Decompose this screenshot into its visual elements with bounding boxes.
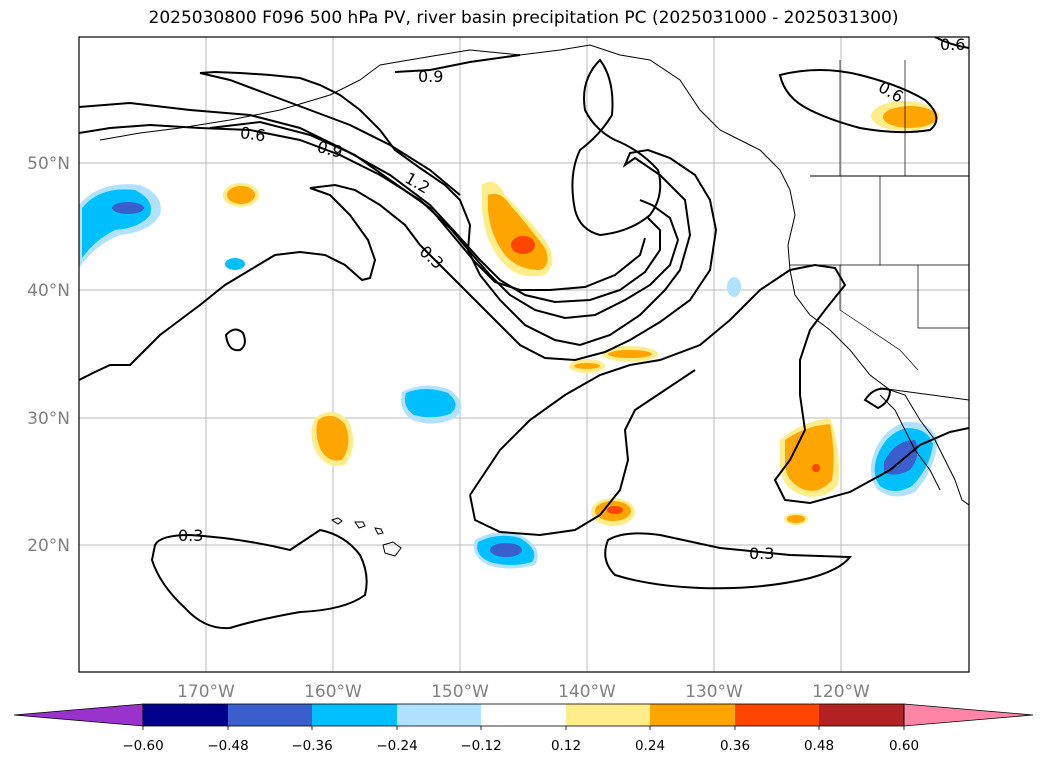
- colorbar: −0.60 −0.48 −0.36 −0.24 −0.12 0.12 0.24 …: [13, 703, 1034, 754]
- precip-blob-orange-g-core: [316, 415, 349, 461]
- coastline-hawaii: [330, 517, 402, 557]
- pv-contour-0.3-lower: [199, 72, 461, 196]
- lat-label-20n: 20°N: [27, 536, 70, 556]
- precip-blob-blue-c: [727, 277, 741, 297]
- colorbar-segment: [397, 704, 481, 726]
- pv-contour-0.3-south: [604, 532, 852, 590]
- colorbar-segment: [228, 704, 312, 726]
- precip-blob-blue-f-core: [405, 389, 456, 418]
- lat-label-30n: 30°N: [27, 409, 70, 429]
- colorbar-segment: [143, 704, 228, 726]
- coastline-alaska: [99, 64, 381, 141]
- colorbar-extend-low: [13, 703, 144, 727]
- pv-contour-0.6-corner: [934, 37, 969, 49]
- contour-label: 0.6: [239, 123, 267, 145]
- map-frame: [78, 36, 970, 673]
- coastlines: [99, 44, 969, 557]
- precip-blob-orange-h-peak: [607, 506, 623, 514]
- pv-contour-0.3-upper-loop: [571, 58, 662, 237]
- contour-label: 0.9: [418, 67, 443, 86]
- border-states-c: [839, 265, 919, 371]
- pv-contours: [79, 37, 969, 630]
- precip-blob-blue-i-peak: [490, 543, 522, 557]
- colorbar-ticks: [142, 726, 905, 730]
- lat-label-50n: 50°N: [27, 154, 70, 174]
- colorbar-extend-high: [903, 703, 1034, 727]
- lon-label-130w: 130°W: [685, 682, 743, 702]
- pv-contour-0.3-southeast: [469, 263, 969, 505]
- pv-contour-1.2: [209, 120, 646, 291]
- colorbar-segment: [735, 704, 819, 726]
- lon-label-160w: 160°W: [304, 682, 362, 702]
- precip-blob-orange-d-core: [608, 350, 652, 358]
- colorbar-segment: [312, 704, 397, 726]
- colorbar-label: 0.36: [720, 738, 750, 754]
- colorbar-label: 0.24: [635, 738, 665, 754]
- map-background: [79, 37, 969, 672]
- coastline-north-america: [379, 44, 969, 506]
- contour-label: 0.6: [940, 35, 965, 54]
- precip-blob-blue-baja-peak: [884, 440, 918, 475]
- precip-blob-orange-e-core: [574, 363, 600, 369]
- border-us-mexico: [879, 387, 969, 401]
- pv-contour-0.9-north: [394, 54, 521, 73]
- lon-label-170w: 170°W: [177, 682, 235, 702]
- lon-label-150w: 150°W: [431, 682, 489, 702]
- lon-label-140w: 140°W: [558, 682, 616, 702]
- lat-label-40n: 40°N: [27, 281, 70, 301]
- pv-contour-small-ring: [863, 387, 892, 410]
- colorbar-label: −0.60: [122, 738, 163, 754]
- colorbar-label: 0.60: [889, 738, 919, 754]
- colorbar-segment: [566, 704, 650, 726]
- colorbar-label: 0.12: [551, 738, 581, 754]
- precip-blob-orange-b-peak: [511, 236, 535, 254]
- latitude-labels: 50°N 40°N 30°N 20°N: [27, 154, 70, 556]
- precip-blob-west-peak: [112, 202, 144, 214]
- pv-contour-0.9: [79, 101, 661, 304]
- precip-blob-orange-j-peak: [812, 464, 820, 472]
- contour-label: 0.3: [749, 544, 774, 563]
- pv-contour-0.6: [79, 123, 680, 320]
- coastline-baja: [879, 394, 941, 491]
- precip-blob-orange-j-core: [784, 424, 834, 491]
- precip-blob-orange-b-core: [488, 193, 548, 270]
- coastline-small-island: [224, 328, 246, 352]
- colorbar-label: −0.12: [460, 738, 501, 754]
- colorbar-label: −0.48: [207, 738, 248, 754]
- colorbar-segment: [650, 704, 735, 726]
- colorbar-segment: [819, 704, 904, 726]
- precip-blob-orange-a-core: [227, 186, 255, 204]
- colorbar-label: 0.48: [804, 738, 834, 754]
- map-title: 2025030800 F096 500 hPa PV, river basin …: [148, 8, 899, 28]
- precip-blob-orange-l-core: [883, 106, 937, 128]
- contour-label: 0.3: [178, 526, 203, 545]
- border-canada-provinces: [839, 60, 906, 176]
- longitude-labels: 170°W 160°W 150°W 140°W 130°W 120°W: [177, 682, 870, 702]
- pv-contour-0.3-return: [469, 369, 696, 537]
- colorbar-outline: [142, 703, 905, 727]
- precip-blob-small-blue: [225, 258, 245, 270]
- colorbar-segment: [481, 704, 566, 726]
- lon-label-120w: 120°W: [812, 682, 870, 702]
- precip-blob-orange-k-core: [787, 515, 805, 523]
- colorbar-label: −0.24: [376, 738, 417, 754]
- pv-contour-0.6-northeast: [778, 69, 938, 134]
- pv-contour-0.3-southwest: [150, 528, 368, 630]
- border-states-d: [917, 265, 969, 329]
- pv-contour-0.3-main: [79, 70, 718, 381]
- colorbar-label: −0.36: [291, 738, 332, 754]
- precip-shading: [79, 101, 939, 569]
